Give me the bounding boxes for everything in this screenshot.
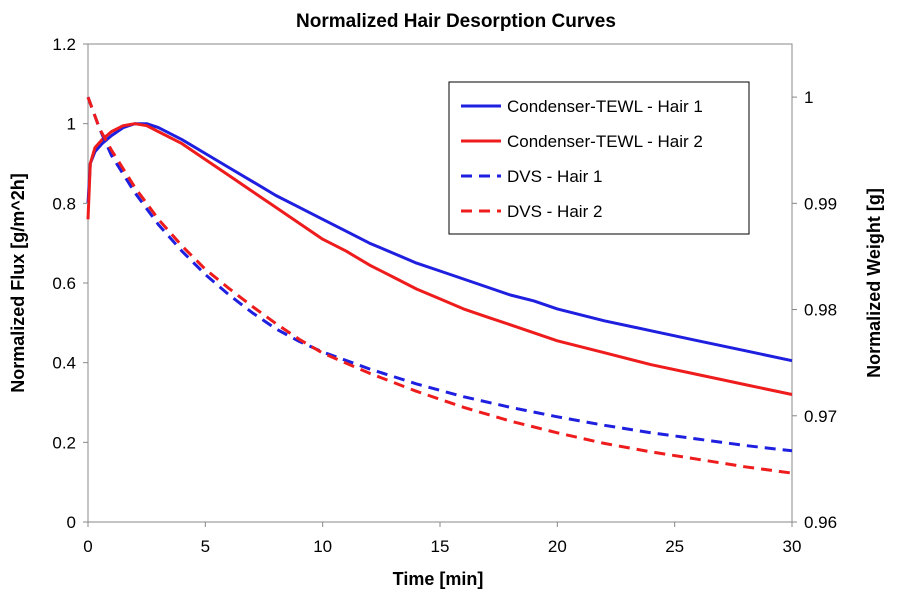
series-layer [86, 96, 793, 475]
legend-label: DVS - Hair 1 [507, 167, 602, 186]
y-tick-label: 1.2 [52, 35, 76, 54]
y2-tick-label: 0.97 [804, 407, 837, 426]
y2-tick-label: 1 [804, 88, 813, 107]
y-tick-label: 0.4 [52, 354, 76, 373]
series-line-1 [86, 122, 793, 363]
series-line-4 [86, 96, 793, 475]
y-tick-label: 0.2 [52, 433, 76, 452]
x-tick-label: 5 [201, 537, 210, 556]
legend-label: Condenser-TEWL - Hair 2 [507, 132, 703, 151]
y-axis-label: Normalized Flux [g/m^2h] [8, 173, 28, 393]
y-tick-label: 0.8 [52, 194, 76, 213]
chart-title: Normalized Hair Desorption Curves [296, 11, 616, 32]
x-tick-label: 10 [313, 537, 332, 556]
x-tick-label: 0 [83, 537, 92, 556]
series-line-2 [86, 122, 793, 396]
ticks-layer: 0 5 10 15 20 25 30 0 0.2 0.4 0.6 0.8 1 1.2 0.96 0.97 0.9… [52, 35, 837, 556]
legend-label: DVS - Hair 2 [507, 202, 602, 221]
y-tick-label: 0 [67, 513, 76, 532]
y-tick-label: 1 [67, 115, 76, 134]
series-line-3 [86, 96, 793, 453]
x-tick-label: 15 [431, 537, 450, 556]
legend-label: Condenser-TEWL - Hair 1 [507, 97, 703, 116]
y-tick-label: 0.6 [52, 274, 76, 293]
x-tick-label: 20 [548, 537, 567, 556]
y2-tick-label: 0.98 [804, 301, 837, 320]
x-axis-label: Time [min] [393, 569, 484, 589]
y2-tick-label: 0.99 [804, 194, 837, 213]
y2-tick-label: 0.96 [804, 513, 837, 532]
x-tick-label: 30 [783, 537, 802, 556]
y2-axis-label: Normalized Weight [g] [864, 188, 884, 378]
x-tick-label: 25 [665, 537, 684, 556]
legend: Condenser-TEWL - Hair 1 Condenser-TEWL - … [448, 81, 750, 235]
